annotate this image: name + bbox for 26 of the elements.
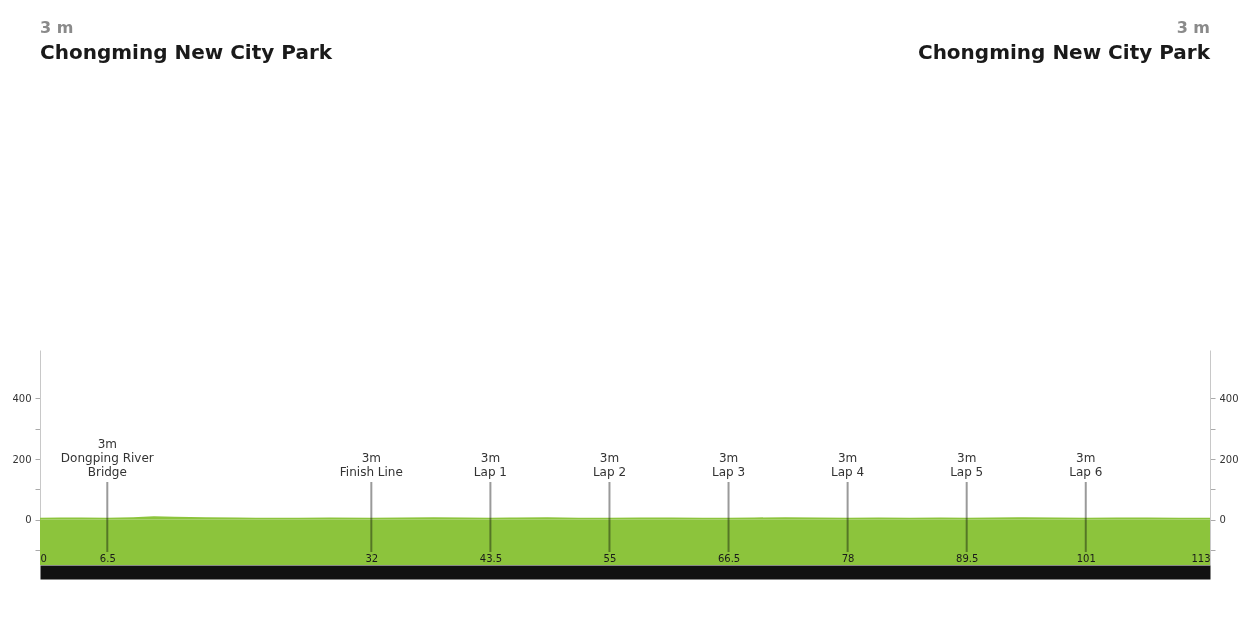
x-tick-label: 32 — [365, 552, 379, 564]
x-tick-label: 89.5 — [956, 552, 979, 564]
x-tick-label: 66.5 — [717, 552, 741, 564]
x-tick-label: 43.5 — [479, 552, 503, 564]
y2-tick-label: 400 — [1219, 392, 1239, 404]
x-tick-label: 55 — [603, 552, 617, 564]
ref-line-label: 3m Lap 2 — [592, 451, 627, 479]
x-tick-label: 6.5 — [99, 552, 116, 564]
x-tick-label: 113 — [1191, 552, 1211, 564]
y-tick-label: 200 — [12, 453, 32, 465]
y-tick-label: 0 — [25, 514, 32, 526]
ref-line-label: 3m Lap 3 — [711, 451, 746, 479]
ref-line-label: 3m Lap 1 — [473, 451, 507, 479]
x-tick-label: 78 — [841, 552, 855, 564]
x-tick-label: 0 — [40, 552, 47, 564]
y2-tick-label: 200 — [1219, 453, 1239, 465]
x-tick-label: 101 — [1076, 552, 1096, 564]
y-tick-label: 400 — [12, 392, 32, 404]
text: 3 m Chongming New City Park — [917, 18, 1211, 64]
ref-line-label: 3m Dongping River Bridge — [60, 437, 154, 479]
ref-line-label: 3m Lap 4 — [831, 451, 865, 479]
ref-line-label: 3m Finish Line — [339, 451, 403, 479]
y2-tick-label: 0 — [1219, 514, 1226, 526]
text: 3 m Chongming New City Park — [40, 18, 333, 64]
ref-line-label: 3m Lap 6 — [1069, 451, 1103, 479]
ref-line-label: 3m Lap 5 — [950, 451, 984, 479]
